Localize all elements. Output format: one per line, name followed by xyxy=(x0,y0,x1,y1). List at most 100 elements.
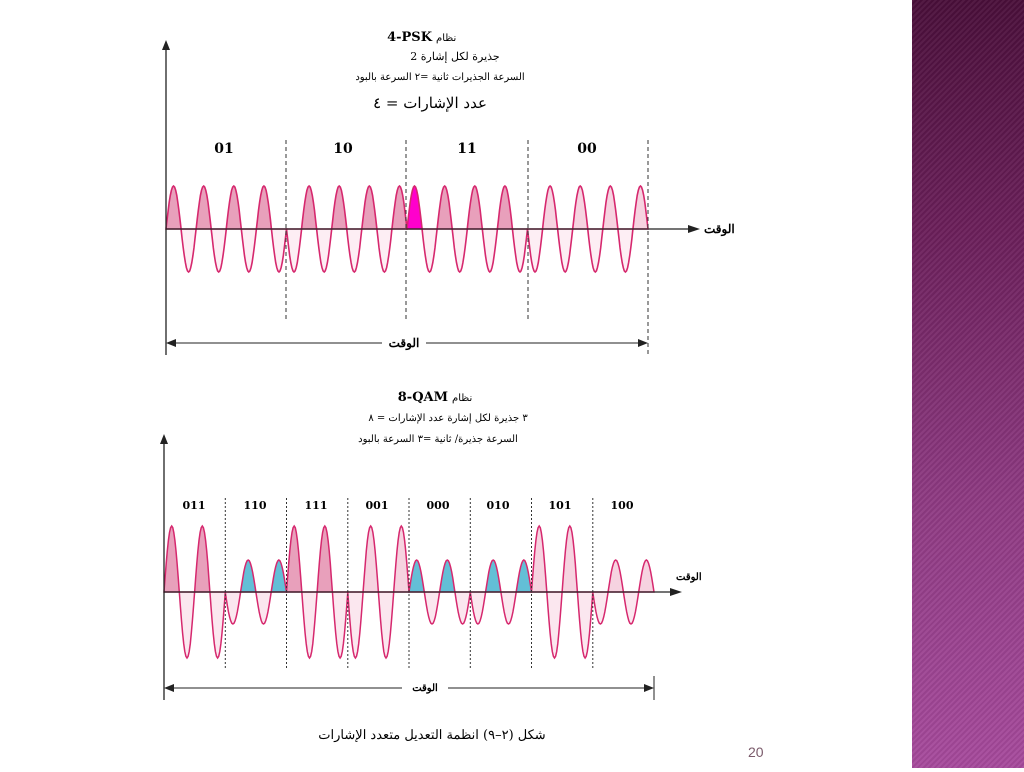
psk-wave-lobe xyxy=(556,228,574,274)
qam-wave-lobe xyxy=(178,591,196,660)
qam-symbol-label: 011 xyxy=(183,499,206,512)
qam-line-1: ٣ جذيرة لكل إشارة عدد الإشارات = ٨ xyxy=(368,413,528,424)
psk-wave-lobe xyxy=(225,184,243,230)
qam-y-axis-arrow xyxy=(160,434,168,444)
qam-wave-lobe xyxy=(499,591,518,625)
psk-wave-lobe xyxy=(195,184,213,230)
qam-wave-lobe xyxy=(346,591,364,660)
psk-wave-lobe xyxy=(451,228,469,274)
psk-axis-time-label: الوقت xyxy=(704,222,735,237)
qam-figure: 8-QAM نظام ٣ جذيرة لكل إشارة عدد الإشارا… xyxy=(160,390,702,700)
qam-line-2: السرعة جذيرة/ ثانية =٣ السرعة بالبود xyxy=(358,434,518,445)
psk-wave-lobe xyxy=(541,184,559,230)
psk-symbol-label: 11 xyxy=(457,141,476,157)
psk-title-name: نظام xyxy=(436,33,456,44)
qam-wave-lobe xyxy=(607,559,625,593)
qam-wave-lobe xyxy=(423,591,441,625)
qam-wave-lobe xyxy=(561,524,579,593)
qam-wave-lobe xyxy=(331,591,349,660)
qam-wave-lobe xyxy=(637,559,655,593)
qam-symbol-label: 000 xyxy=(427,499,450,512)
qam-symbol-label: 001 xyxy=(366,499,389,512)
psk-wave-lobe xyxy=(496,184,514,230)
diagram-canvas: 4-PSK نظام 2 جذيرة لكل إشارة السرعة الجذ… xyxy=(160,30,735,743)
qam-wave-lobe xyxy=(622,591,640,625)
psk-x-axis-arrow xyxy=(688,225,700,233)
psk-wave-lobe xyxy=(616,228,634,274)
psk-wave-lobe xyxy=(466,184,484,230)
psk-wave-lobe xyxy=(511,228,529,274)
qam-wave-lobe xyxy=(301,591,318,660)
qam-wave-lobe xyxy=(392,524,410,593)
psk-wave-lobe xyxy=(180,228,197,274)
qam-wave-lobe xyxy=(454,591,472,625)
psk-line-2: السرعة الجذيرات ثانية =٢ السرعة بالبود xyxy=(355,72,524,83)
qam-dividers xyxy=(224,498,594,668)
qam-wave-lobe xyxy=(576,591,594,660)
qam-span-arrow-left xyxy=(164,684,174,692)
psk-span-arrow-left xyxy=(166,339,176,347)
qam-symbol-label: 100 xyxy=(611,499,634,512)
qam-symbol-label: 101 xyxy=(549,499,572,512)
psk-wave-lobe xyxy=(300,184,318,230)
psk-wave-lobe xyxy=(481,228,499,274)
psk-line-3: عدد الإشارات = ٤ xyxy=(373,94,487,112)
psk-wave-lobe xyxy=(632,184,649,230)
decorative-sidebar xyxy=(912,0,1024,768)
qam-symbol-label: 111 xyxy=(305,499,328,512)
figure-caption: شكل (٢–٩) انظمة التعديل متعدد الإشارات xyxy=(318,728,545,743)
psk-figure: 4-PSK نظام 2 جذيرة لكل إشارة السرعة الجذ… xyxy=(162,30,735,355)
qam-wave-lobe xyxy=(209,591,227,660)
psk-wave-lobe xyxy=(210,228,228,274)
psk-symbol-label: 01 xyxy=(214,141,233,157)
psk-wave-lobe xyxy=(240,228,258,274)
qam-wave-lobe xyxy=(285,524,303,593)
psk-wave-lobe xyxy=(345,228,363,274)
psk-symbol-label: 00 xyxy=(577,141,597,157)
qam-wave-lobe xyxy=(224,591,242,625)
psk-wave-lobe xyxy=(436,184,454,230)
qam-wave-lobe xyxy=(408,559,426,593)
qam-wave-lobe xyxy=(469,591,487,625)
qam-wave-lobe xyxy=(484,559,502,593)
psk-span-label-bg xyxy=(382,334,426,352)
qam-span-time-label: الوقت xyxy=(412,683,438,694)
qam-wave-lobe xyxy=(239,559,257,593)
psk-wave-lobe xyxy=(421,228,438,274)
psk-span-time-label: الوقت xyxy=(389,336,420,351)
qam-wave-lobe xyxy=(591,591,609,625)
qam-wave-lobe xyxy=(270,559,288,593)
psk-wave-lobe xyxy=(391,184,408,230)
qam-wave-lobe xyxy=(438,559,456,593)
qam-title-code: 8-QAM xyxy=(398,390,448,405)
qam-span-arrow-right xyxy=(644,684,654,692)
qam-wave-lobe xyxy=(546,591,563,660)
psk-line-1: 2 جذيرة لكل إشارة xyxy=(410,50,499,63)
qam-wave-lobe xyxy=(316,524,334,593)
qam-wave-lobe xyxy=(515,559,533,593)
psk-wave-lobe xyxy=(406,184,423,230)
psk-wave-lobe xyxy=(255,184,273,230)
qam-wave-lobe xyxy=(530,524,548,593)
psk-wave-lobe xyxy=(571,184,589,230)
qam-x-axis-arrow xyxy=(670,588,682,596)
psk-waveform xyxy=(165,184,649,274)
qam-wave-lobe xyxy=(362,524,380,593)
psk-symbol-labels: 01 10 11 00 xyxy=(214,141,597,157)
qam-axis-time-label: الوقت xyxy=(676,572,702,583)
psk-wave-lobe xyxy=(375,228,393,274)
qam-symbol-label: 010 xyxy=(487,499,510,512)
psk-wave-lobe xyxy=(586,228,604,274)
qam-title-name: نظام xyxy=(452,393,472,404)
psk-symbol-label: 10 xyxy=(333,141,353,157)
psk-title-code: 4-PSK xyxy=(387,30,433,45)
qam-span-label-bg xyxy=(402,679,448,695)
qam-waveform xyxy=(163,524,655,660)
psk-wave-lobe xyxy=(315,228,333,274)
psk-wave-lobe xyxy=(330,184,348,230)
qam-symbol-labels: 011 110 111 001 000 010 101 100 xyxy=(183,499,634,512)
qam-symbol-label: 110 xyxy=(244,499,267,512)
qam-wave-lobe xyxy=(377,591,395,660)
qam-wave-lobe xyxy=(254,591,273,625)
